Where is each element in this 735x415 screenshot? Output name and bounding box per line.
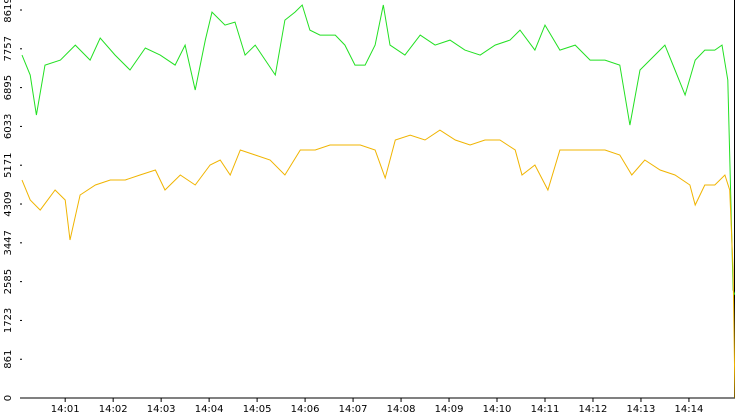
y-tick-label: 2585 — [3, 269, 14, 294]
x-tick-label: 14:06 — [291, 404, 320, 415]
y-tick-label: 5171 — [3, 152, 14, 177]
x-tick-label: 14:01 — [51, 404, 80, 415]
x-tick-label: 14:03 — [147, 404, 176, 415]
x-tick-label: 14:11 — [531, 404, 560, 415]
y-tick-label: 6033 — [3, 114, 14, 139]
x-tick-label: 14:02 — [99, 404, 128, 415]
y-tick-label: 0 — [3, 395, 14, 401]
y-tick-label: 8619 — [3, 0, 14, 23]
x-tick-label: 14:05 — [243, 404, 272, 415]
y-tick-label: 6895 — [3, 75, 14, 100]
x-tick-label: 14:10 — [483, 404, 512, 415]
x-tick-label: 14:13 — [627, 404, 656, 415]
y-tick-label: 7757 — [3, 36, 14, 61]
series-line — [21, 4, 735, 296]
y-tick-label: 3447 — [3, 230, 14, 255]
series-line — [21, 129, 735, 399]
x-tick-label: 14:14 — [675, 404, 704, 415]
x-tick-label: 14:12 — [579, 404, 608, 415]
y-tick-label: 1723 — [3, 308, 14, 333]
x-tick-label: 14:09 — [435, 404, 464, 415]
x-tick-label: 14:04 — [195, 404, 224, 415]
y-tick-label: 861 — [3, 350, 14, 369]
y-tick-label: 4309 — [3, 191, 14, 216]
x-tick-label: 14:07 — [339, 404, 368, 415]
x-tick-label: 14:08 — [387, 404, 416, 415]
